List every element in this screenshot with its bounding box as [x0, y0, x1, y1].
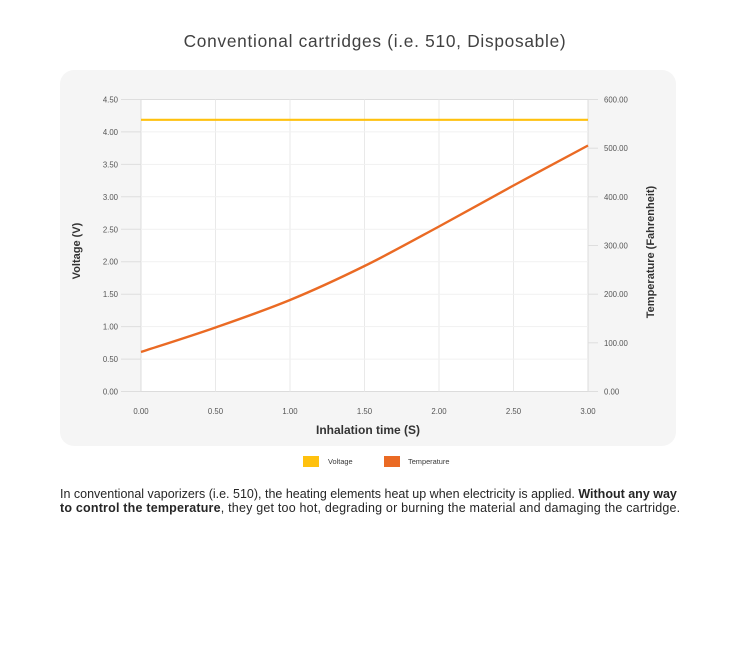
svg-text:500.00: 500.00 — [604, 144, 629, 153]
svg-text:3.50: 3.50 — [103, 160, 119, 169]
svg-text:0.00: 0.00 — [133, 407, 149, 416]
svg-text:4.00: 4.00 — [103, 128, 119, 137]
svg-text:0.00: 0.00 — [103, 388, 119, 397]
svg-text:1.50: 1.50 — [103, 290, 119, 299]
svg-text:Temperature (Fahrenheit): Temperature (Fahrenheit) — [645, 185, 657, 318]
svg-text:3.00: 3.00 — [103, 193, 119, 202]
svg-text:1.50: 1.50 — [357, 407, 373, 416]
svg-text:0.50: 0.50 — [208, 407, 224, 416]
svg-text:Voltage (V): Voltage (V) — [71, 222, 83, 279]
svg-text:Inhalation time (S): Inhalation time (S) — [316, 423, 420, 437]
svg-text:2.00: 2.00 — [431, 407, 447, 416]
svg-text:2.00: 2.00 — [103, 258, 119, 267]
svg-text:0.50: 0.50 — [103, 355, 119, 364]
svg-text:4.50: 4.50 — [103, 96, 119, 105]
svg-text:2.50: 2.50 — [103, 225, 119, 234]
svg-text:100.00: 100.00 — [604, 339, 629, 348]
svg-text:300.00: 300.00 — [604, 242, 629, 251]
svg-text:0.00: 0.00 — [604, 388, 620, 397]
svg-text:2.50: 2.50 — [506, 407, 522, 416]
svg-text:200.00: 200.00 — [604, 290, 629, 299]
svg-text:3.00: 3.00 — [580, 407, 596, 416]
svg-text:600.00: 600.00 — [604, 96, 629, 105]
svg-text:1.00: 1.00 — [103, 323, 119, 332]
svg-text:1.00: 1.00 — [282, 407, 298, 416]
svg-text:400.00: 400.00 — [604, 193, 629, 202]
